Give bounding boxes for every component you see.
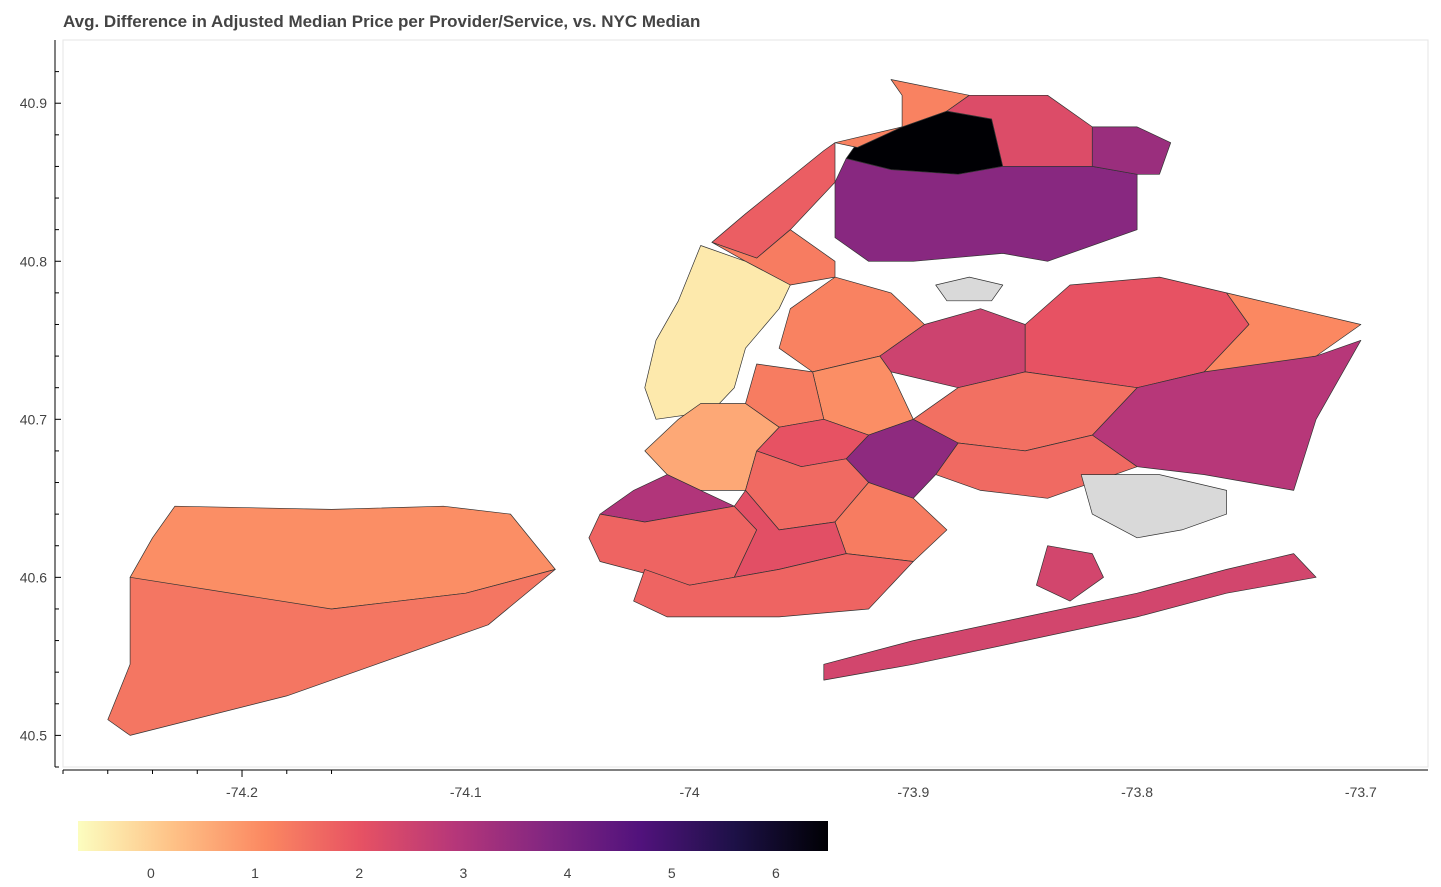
x-tick-label: -74.1 [450, 784, 482, 800]
y-tick-label: 40.8 [20, 253, 47, 269]
colorbar: 0 1 2 3 4 5 6 [78, 821, 828, 881]
x-tick-label: -74.2 [226, 784, 258, 800]
y-tick-label: 40.6 [20, 569, 47, 585]
y-tick-label: 40.5 [20, 727, 47, 743]
region-downtown-brooklyn-park-slope[interactable] [644, 403, 780, 491]
colorbar-tick-label: 1 [251, 865, 259, 881]
colorbar-tick-label: 4 [564, 865, 572, 881]
region-jfk-airport[interactable] [1080, 474, 1227, 539]
region-coney-island-sheepshead[interactable] [633, 553, 914, 618]
region-riverdale[interactable] [834, 79, 970, 148]
region-midtown-downtown-manhattan[interactable] [644, 245, 791, 420]
colorbar-tick-label: 3 [460, 865, 468, 881]
region-bronx-park[interactable] [935, 276, 1004, 302]
chart-title: Avg. Difference in Adjusted Median Price… [63, 12, 701, 31]
colorbar-tick-label: 5 [668, 865, 676, 881]
region-broad-channel[interactable] [1036, 545, 1104, 602]
y-axis: 40.5 40.6 40.7 40.8 40.9 [20, 40, 61, 768]
x-tick-label: -73.9 [897, 784, 929, 800]
y-tick-label: 40.7 [20, 411, 47, 427]
region-south-bronx[interactable] [834, 158, 1138, 262]
colorbar-tick-label: 6 [772, 865, 780, 881]
x-tick-label: -73.7 [1345, 784, 1377, 800]
region-east-bronx[interactable] [1091, 126, 1172, 175]
colorbar-tick-label: 2 [355, 865, 363, 881]
colorbar-gradient [78, 821, 828, 851]
x-tick-label: -74 [679, 784, 699, 800]
region-layer [107, 79, 1362, 736]
x-tick-label: -73.8 [1121, 784, 1153, 800]
x-axis: -74.2 -74.1 -74 -73.9 -73.8 -73.7 [62, 769, 1428, 800]
y-tick-label: 40.9 [20, 95, 47, 111]
colorbar-tick-label: 0 [147, 865, 155, 881]
region-rockaway-peninsula[interactable] [823, 553, 1317, 681]
region-staten-island-south-shore[interactable] [107, 569, 556, 736]
